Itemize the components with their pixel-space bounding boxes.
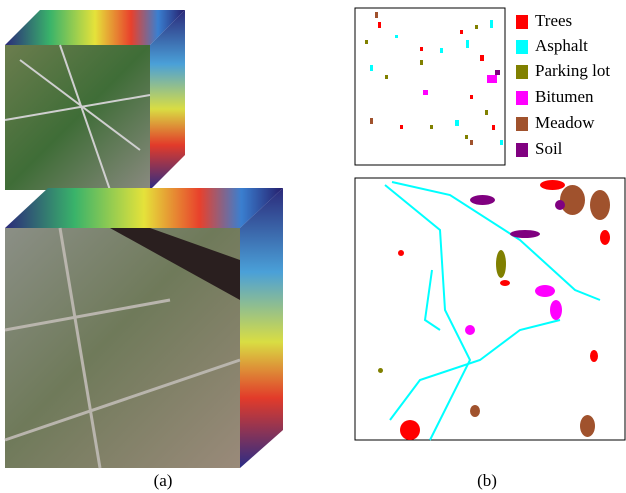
map-region bbox=[470, 195, 495, 205]
legend-label: Asphalt bbox=[535, 36, 588, 55]
map-patch bbox=[492, 125, 495, 130]
map-region bbox=[470, 405, 480, 417]
map-patch bbox=[370, 118, 373, 124]
map-region bbox=[535, 285, 555, 297]
map-region bbox=[560, 185, 585, 215]
map-patch bbox=[475, 25, 478, 29]
map-patch bbox=[470, 140, 473, 145]
legend-swatch bbox=[516, 143, 528, 157]
map-patch bbox=[378, 22, 381, 28]
cube-top bbox=[5, 188, 283, 228]
legend-swatch bbox=[516, 40, 528, 54]
map-region bbox=[600, 230, 610, 245]
caption: (a) bbox=[154, 471, 173, 490]
caption: (b) bbox=[477, 471, 497, 490]
legend-label: Bitumen bbox=[535, 87, 594, 106]
legend-label: Soil bbox=[535, 139, 563, 158]
map-patch bbox=[466, 40, 469, 48]
map-patch bbox=[460, 30, 463, 34]
cube-front bbox=[5, 45, 150, 190]
map-patch bbox=[423, 90, 428, 95]
map-region bbox=[540, 180, 565, 190]
map-patch bbox=[490, 20, 493, 28]
map-region bbox=[550, 300, 562, 320]
map-patch bbox=[420, 47, 423, 51]
legend-swatch bbox=[516, 65, 528, 79]
map-patch bbox=[365, 40, 368, 44]
map-patch bbox=[395, 35, 398, 38]
map-patch bbox=[440, 48, 443, 53]
lower-cube bbox=[5, 188, 283, 468]
map-region bbox=[590, 350, 598, 362]
map-region bbox=[378, 368, 383, 373]
map-small bbox=[355, 8, 505, 165]
map-region bbox=[580, 415, 595, 437]
upper-cube bbox=[5, 10, 185, 190]
legend: Trees Asphalt Parking lot Bitumen Meadow Soil bbox=[516, 11, 610, 158]
map-region bbox=[496, 250, 506, 278]
map-patch bbox=[465, 135, 468, 139]
map-patch bbox=[485, 110, 488, 115]
legend-swatch bbox=[516, 15, 528, 29]
map-patch bbox=[420, 60, 423, 65]
legend-label: Parking lot bbox=[535, 61, 610, 80]
map-region bbox=[590, 190, 610, 220]
map-patch bbox=[495, 70, 500, 75]
legend-swatch bbox=[516, 91, 528, 105]
figure: Trees Asphalt Parking lot Bitumen Meadow Soil… bbox=[0, 0, 626, 493]
map-region bbox=[510, 230, 540, 238]
map-patch bbox=[430, 125, 433, 129]
legend-swatch bbox=[516, 117, 528, 131]
map-patch bbox=[370, 65, 373, 71]
map-patch bbox=[470, 95, 473, 99]
map-patch bbox=[375, 12, 378, 18]
map-region bbox=[400, 420, 420, 440]
map-region bbox=[555, 200, 565, 210]
map-patch bbox=[385, 75, 388, 79]
map-patch bbox=[500, 140, 503, 145]
map-patch bbox=[487, 75, 497, 83]
map-region bbox=[398, 250, 404, 256]
legend-label: Trees bbox=[535, 11, 572, 30]
map-large bbox=[355, 178, 625, 440]
map-patch bbox=[455, 120, 459, 126]
map-region bbox=[465, 325, 475, 335]
map-patch bbox=[480, 55, 484, 61]
cube-side bbox=[240, 188, 283, 468]
map-patch bbox=[400, 125, 403, 129]
legend-label: Meadow bbox=[535, 113, 595, 132]
map-region bbox=[500, 280, 510, 286]
